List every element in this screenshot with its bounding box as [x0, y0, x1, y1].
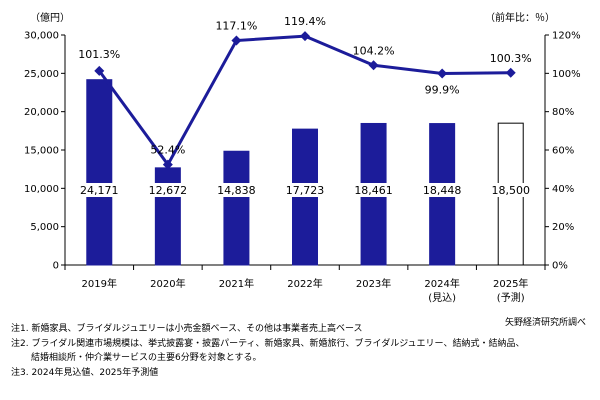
x-tick-label: 2024年	[424, 277, 459, 290]
chart-notes: 注1. 新婚家具、ブライダルジュエリーは小売金額ベース、その他は事業者売上高ベー…	[11, 322, 596, 380]
yoy-value-label: 117.1%	[215, 20, 257, 33]
bar	[86, 79, 113, 266]
bar-value-label: 18,461	[354, 184, 393, 197]
note-2-continued: 結婚相談所・仲介業サービスの主要6分野を対象とする。	[11, 353, 262, 363]
bar-value-label: 12,672	[149, 184, 188, 197]
x-tick-label: (見込)	[428, 292, 456, 304]
yoy-marker	[437, 68, 448, 79]
bar-label-bg	[75, 183, 124, 197]
yoy-marker	[162, 159, 173, 170]
bar	[154, 167, 181, 266]
yoy-value-label: 100.3%	[490, 52, 532, 65]
yoy-marker	[368, 60, 379, 71]
yoy-line-series	[94, 31, 516, 170]
bar-value-label: 17,723	[286, 184, 325, 197]
x-tick-label: 2021年	[219, 277, 254, 290]
yoy-marker	[94, 65, 105, 76]
note-3: 注3. 2024年見込値、2025年予測値	[11, 367, 159, 378]
right-tick-label: 60%	[552, 146, 574, 157]
bar-label-bg	[281, 183, 329, 197]
chart-axes: 0 5,000 10,000 15,000 20,000 25,000 30,000 0% 20…	[24, 31, 581, 305]
bar-label-bg	[486, 183, 535, 197]
bar-label-bg	[143, 183, 192, 197]
left-tick-label: 10,000	[24, 184, 59, 195]
market-size-chart: 0 5,000 10,000 15,000 20,000 25,000 30,000 0% 20…	[24, 15, 581, 305]
bar-label-bg	[212, 183, 261, 197]
left-tick-label: 25,000	[24, 69, 59, 80]
left-tick-label: 30,000	[24, 31, 59, 42]
right-tick-label: 120%	[552, 31, 581, 42]
bar	[223, 150, 250, 266]
left-tick-label: 0	[53, 261, 59, 272]
yoy-value-label: 119.4%	[284, 15, 326, 28]
bar-label-bg	[418, 183, 467, 197]
bar-label-bg	[349, 183, 398, 197]
yoy-value-label: 52.4%	[150, 144, 185, 157]
data-labels: 24,171 12,672 14,838 17,723 18,461 18,448 18,5…	[75, 15, 535, 197]
x-tick-label: 2023年	[356, 277, 391, 290]
right-tick-label: 20%	[552, 222, 574, 233]
bar-series	[86, 79, 524, 266]
right-tick-label: 40%	[552, 184, 574, 195]
left-tick-label: 5,000	[30, 222, 59, 233]
x-tick-label: 2025年	[493, 277, 528, 290]
bar-value-label: 24,171	[80, 184, 119, 197]
yoy-marker	[505, 67, 516, 78]
x-tick-label: 2020年	[150, 277, 185, 290]
bar-value-label: 14,838	[217, 184, 256, 197]
left-tick-label: 20,000	[24, 107, 59, 118]
left-tick-label: 15,000	[24, 146, 59, 157]
yoy-value-label: 104.2%	[353, 44, 395, 57]
right-axis-unit: （前年比：％）	[485, 13, 555, 24]
x-tick-label: 2022年	[287, 277, 322, 290]
x-tick-label: (予測)	[497, 291, 525, 304]
right-tick-label: 100%	[552, 69, 581, 80]
yoy-value-label: 101.3%	[78, 48, 120, 61]
note-1: 注1. 新婚家具、ブライダルジュエリーは小売金額ベース、その他は事業者売上高ベー…	[11, 324, 363, 334]
left-axis-unit: （億円）	[30, 13, 70, 24]
bar-value-label: 18,500	[491, 184, 530, 197]
yoy-marker	[300, 31, 310, 42]
bar-value-label: 18,448	[423, 184, 462, 197]
x-tick-label: 2019年	[82, 277, 117, 290]
source-credit: 矢野経済研究所調べ	[504, 318, 586, 328]
yoy-marker	[231, 35, 242, 46]
right-tick-label: 0%	[552, 261, 568, 272]
note-2: 注2. ブライダル関連市場規模は、挙式披露宴・披露パーティ、新婚家具、新婚旅行、…	[11, 338, 525, 349]
yoy-value-label: 99.9%	[425, 84, 460, 97]
bar	[292, 128, 318, 266]
right-tick-label: 80%	[552, 107, 574, 118]
